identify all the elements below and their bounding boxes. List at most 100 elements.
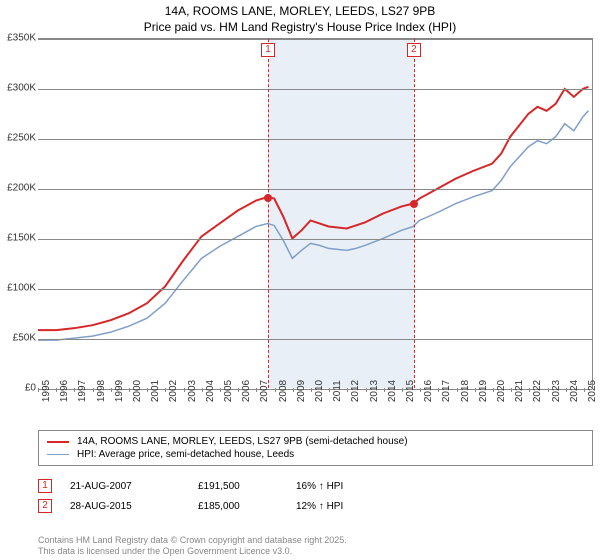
x-tick <box>329 388 330 392</box>
x-tick-label: 2024 <box>569 380 580 402</box>
x-tick-label: 1998 <box>96 380 107 402</box>
x-tick <box>438 388 439 392</box>
x-tick <box>238 388 239 392</box>
annotation-pct: 16% ↑ HPI <box>296 481 376 492</box>
x-tick <box>256 388 257 392</box>
x-tick-label: 2019 <box>478 380 489 402</box>
annotation-number-box: 2 <box>38 499 52 513</box>
x-tick <box>566 388 567 392</box>
x-tick-label: 2009 <box>296 380 307 402</box>
x-tick-label: 2003 <box>187 380 198 402</box>
x-tick <box>93 388 94 392</box>
marker-line <box>414 39 415 388</box>
chart-annotations: 121-AUG-2007£191,50016% ↑ HPI228-AUG-201… <box>38 476 593 516</box>
title-line1: 14A, ROOMS LANE, MORLEY, LEEDS, LS27 9PB <box>0 4 600 20</box>
x-tick <box>584 388 585 392</box>
y-gridline <box>38 339 592 340</box>
x-tick <box>56 388 57 392</box>
x-tick <box>384 388 385 392</box>
price-dot <box>264 194 272 202</box>
x-tick <box>475 388 476 392</box>
y-gridline <box>38 39 592 40</box>
x-tick-label: 2004 <box>205 380 216 402</box>
chart-legend: 14A, ROOMS LANE, MORLEY, LEEDS, LS27 9PB… <box>38 430 593 466</box>
x-tick-label: 2014 <box>387 380 398 402</box>
x-tick-label: 2013 <box>369 380 380 402</box>
x-tick-label: 2018 <box>460 380 471 402</box>
x-tick <box>311 388 312 392</box>
x-tick <box>366 388 367 392</box>
price-dot <box>410 200 418 208</box>
y-tick-label: £300K <box>7 83 36 94</box>
x-tick-label: 2011 <box>332 380 343 402</box>
annotation-price: £185,000 <box>198 501 278 512</box>
y-gridline <box>38 139 592 140</box>
annotation-number-box: 1 <box>38 479 52 493</box>
x-tick-label: 1999 <box>114 380 125 402</box>
x-tick <box>147 388 148 392</box>
marker-line <box>268 39 269 388</box>
x-tick <box>529 388 530 392</box>
footer-line2: This data is licensed under the Open Gov… <box>38 546 347 558</box>
legend-row: HPI: Average price, semi-detached house,… <box>47 448 584 461</box>
annotation-date: 21-AUG-2007 <box>70 481 180 492</box>
x-tick-label: 1996 <box>59 380 70 402</box>
x-tick-label: 2016 <box>423 380 434 402</box>
legend-label: 14A, ROOMS LANE, MORLEY, LEEDS, LS27 9PB… <box>77 436 408 447</box>
x-tick <box>420 388 421 392</box>
y-gridline <box>38 289 592 290</box>
x-tick-label: 2025 <box>587 380 598 402</box>
x-tick <box>111 388 112 392</box>
series-price_paid <box>38 87 588 330</box>
x-tick <box>275 388 276 392</box>
x-tick-label: 2005 <box>223 380 234 402</box>
x-tick-label: 2017 <box>441 380 452 402</box>
annotation-price: £191,500 <box>198 481 278 492</box>
y-tick-label: £350K <box>7 33 36 44</box>
x-tick <box>493 388 494 392</box>
y-axis: £0£50K£100K£150K£200K£250K£300K£350K <box>0 38 38 388</box>
y-tick-label: £50K <box>13 333 36 344</box>
x-tick <box>402 388 403 392</box>
annotation-row: 1 21-AUG-2007 £191,500 16% ↑ HPI <box>38 476 593 496</box>
x-tick-label: 1995 <box>41 380 52 402</box>
annotation-row: 228-AUG-2015£185,00012% ↑ HPI <box>38 496 593 516</box>
legend-swatch <box>47 441 69 443</box>
chart-title: 14A, ROOMS LANE, MORLEY, LEEDS, LS27 9PB… <box>0 0 600 35</box>
x-tick <box>511 388 512 392</box>
x-tick <box>457 388 458 392</box>
title-line2: Price paid vs. HM Land Registry's House … <box>0 20 600 36</box>
chart-footer: Contains HM Land Registry data © Crown c… <box>38 535 347 558</box>
x-tick <box>165 388 166 392</box>
x-tick-label: 2002 <box>168 380 179 402</box>
x-tick <box>347 388 348 392</box>
x-tick-label: 1997 <box>77 380 88 402</box>
footer-line1: Contains HM Land Registry data © Crown c… <box>38 535 347 547</box>
chart-plot-area: 12 <box>38 38 593 388</box>
x-tick <box>38 388 39 392</box>
x-tick <box>184 388 185 392</box>
x-tick-label: 2001 <box>150 380 161 402</box>
y-gridline <box>38 189 592 190</box>
annotation-pct: 12% ↑ HPI <box>296 501 376 512</box>
y-tick-label: £100K <box>7 283 36 294</box>
legend-label: HPI: Average price, semi-detached house,… <box>77 449 294 460</box>
y-tick-label: £200K <box>7 183 36 194</box>
x-tick-label: 2010 <box>314 380 325 402</box>
y-tick-label: £150K <box>7 233 36 244</box>
x-tick-label: 2000 <box>132 380 143 402</box>
x-tick-label: 2008 <box>278 380 289 402</box>
chart-lines-svg <box>38 39 592 388</box>
marker-label-box: 2 <box>407 43 421 57</box>
legend-swatch <box>47 454 69 456</box>
marker-label-box: 1 <box>261 43 275 57</box>
y-tick-label: £0 <box>25 383 36 394</box>
x-tick-label: 2023 <box>551 380 562 402</box>
y-gridline <box>38 89 592 90</box>
legend-row: 14A, ROOMS LANE, MORLEY, LEEDS, LS27 9PB… <box>47 435 584 448</box>
x-tick <box>220 388 221 392</box>
x-tick-label: 2006 <box>241 380 252 402</box>
x-tick <box>548 388 549 392</box>
x-tick <box>74 388 75 392</box>
x-tick-label: 2020 <box>496 380 507 402</box>
